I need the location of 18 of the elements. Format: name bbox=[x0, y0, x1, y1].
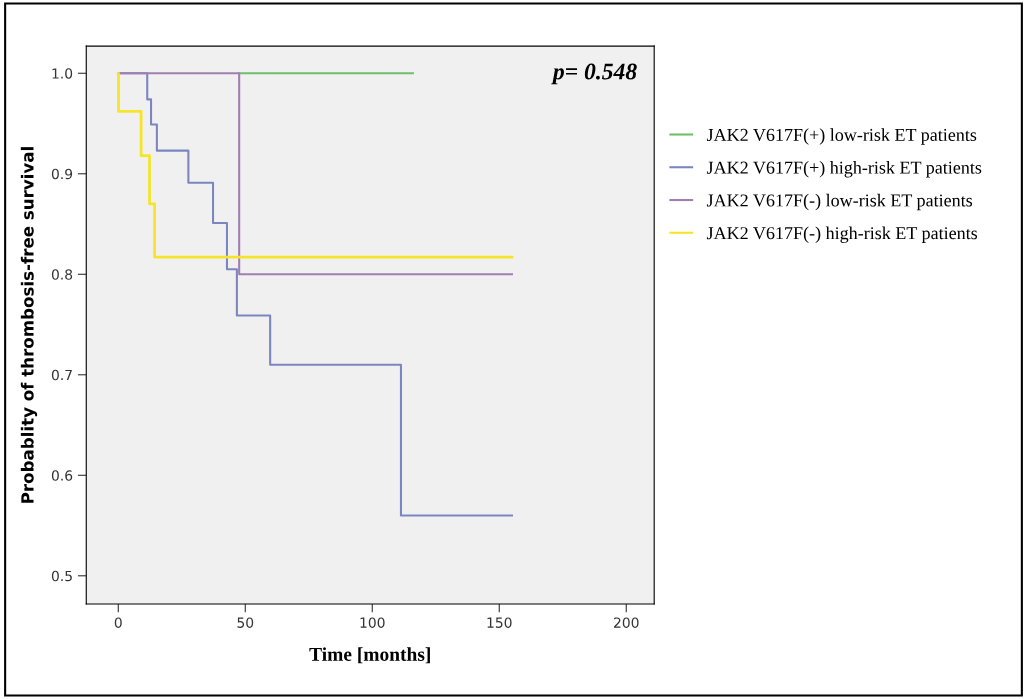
x-tick-label: 200 bbox=[614, 617, 639, 628]
legend-label: JAK2 V617F(-) high-risk ET patients bbox=[706, 226, 978, 243]
legend-label: JAK2 V617F(+) high-risk ET patients bbox=[706, 161, 982, 178]
y-tick-label: 0.8 bbox=[51, 269, 73, 280]
y-tick-label: 1.0 bbox=[52, 68, 73, 79]
x-axis-title: Time [months] bbox=[309, 647, 430, 664]
y-tick-label: 0.7 bbox=[51, 369, 72, 381]
legend-label: JAK2 V617F(-) low-risk ET patients bbox=[706, 193, 973, 211]
x-tick-label: 50 bbox=[237, 617, 254, 628]
y-tick-label: 0.5 bbox=[51, 570, 72, 582]
x-tick-label: 150 bbox=[487, 617, 512, 628]
y-tick-label: 0.9 bbox=[51, 168, 73, 180]
y-tick-label: 0.6 bbox=[51, 470, 73, 481]
legend-label: JAK2 V617F(+) low-risk ET patients bbox=[706, 128, 977, 145]
y-axis-title: Probablity of thrombosis-free survival bbox=[20, 147, 38, 503]
x-tick-label: 100 bbox=[360, 617, 385, 628]
x-tick-label: 0 bbox=[114, 617, 122, 628]
annotation: p= 0.548 bbox=[551, 63, 637, 85]
